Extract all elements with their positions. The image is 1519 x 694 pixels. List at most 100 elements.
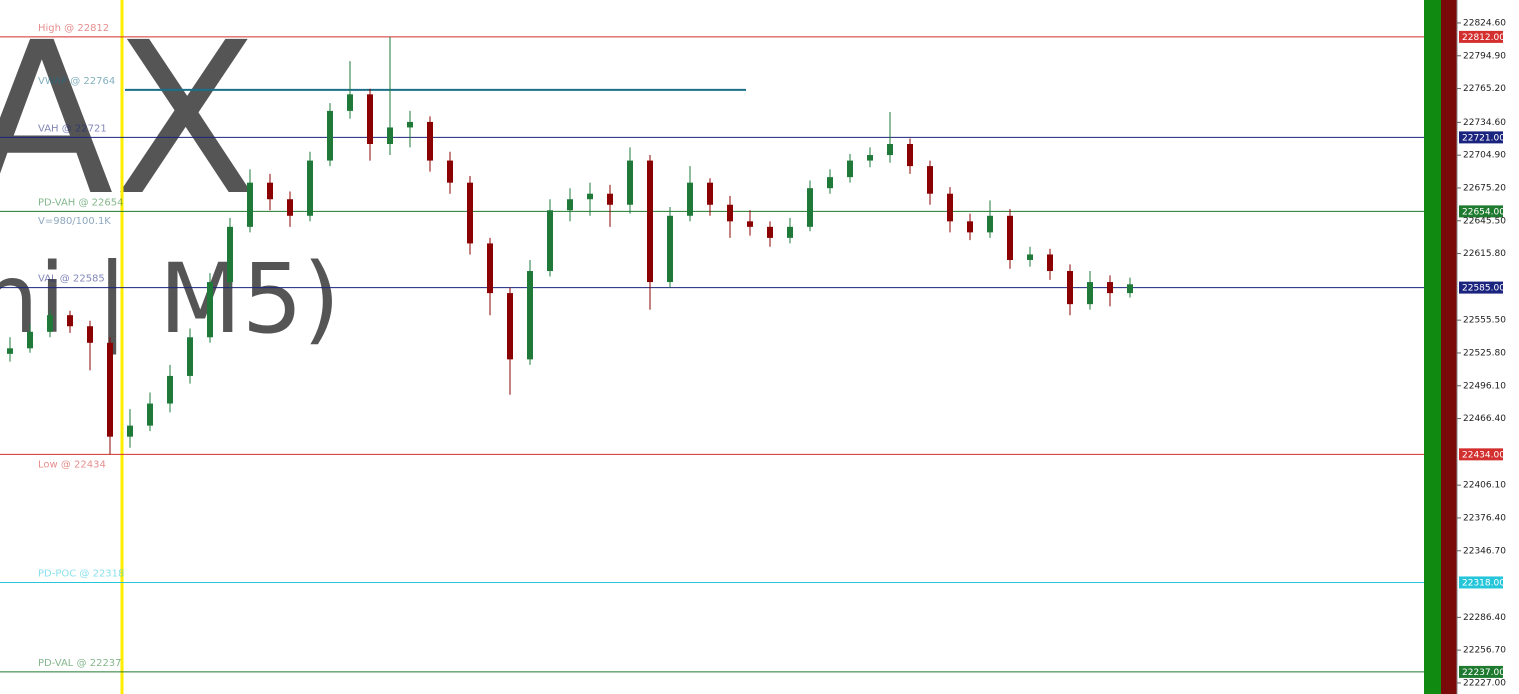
candle-body <box>727 204 733 222</box>
candle-body <box>227 226 233 283</box>
level-label: PD-POC @ 22318 <box>38 568 124 579</box>
candles <box>7 36 1133 455</box>
candle-body <box>787 226 793 238</box>
levels: High @ 22812 22812.00 VWAP @ 22764 VAH @ 22… <box>0 23 1505 678</box>
candle-body <box>147 403 153 426</box>
candle-body <box>547 210 553 272</box>
candle-body <box>627 160 633 205</box>
candle-body <box>587 193 593 200</box>
candle-body <box>947 193 953 222</box>
candle-body <box>1087 282 1093 305</box>
volume-note: V=980/100.1K <box>38 216 111 227</box>
candle-body <box>87 326 93 343</box>
candle-body <box>7 348 13 354</box>
price-tag <box>1459 30 1503 43</box>
candle-body <box>167 375 173 404</box>
y-tick-label: 22824.60 <box>1463 18 1506 28</box>
candle-body <box>467 182 473 244</box>
candle-body <box>707 182 713 205</box>
price-tag-label: 22654.00 <box>1462 207 1505 217</box>
candle-body <box>847 160 853 178</box>
candle-body <box>107 342 113 437</box>
price-tag-label: 22237.00 <box>1462 668 1505 678</box>
candle-body <box>767 226 773 238</box>
candle-body <box>827 177 833 189</box>
y-tick-label: 22615.80 <box>1463 249 1506 259</box>
level-label: PD-VAL @ 22237 <box>38 658 122 669</box>
level-label: VAL @ 22585 <box>38 274 105 285</box>
watermark: AX <box>0 0 258 242</box>
candle-body <box>327 110 333 161</box>
y-tick-label: 22406.10 <box>1463 481 1506 491</box>
candle-body <box>187 337 193 376</box>
candle-body <box>347 94 353 111</box>
candle-body <box>647 160 653 283</box>
candle-body <box>307 160 313 216</box>
candle-body <box>907 144 913 167</box>
candle-body <box>407 121 413 128</box>
candle-body <box>27 331 33 349</box>
y-tick-label: 22376.40 <box>1463 513 1506 523</box>
y-tick-label: 22227.00 <box>1463 678 1506 688</box>
candle-body <box>1067 271 1073 305</box>
price-tag-label: 22318.00 <box>1462 578 1505 588</box>
candle-body <box>667 215 673 283</box>
candle-body <box>367 94 373 145</box>
candle-body <box>487 243 493 294</box>
price-tag <box>1459 665 1503 678</box>
level-label: High @ 22812 <box>38 23 109 34</box>
price-tag-label: 22812.00 <box>1462 33 1505 43</box>
y-tick-label: 22346.70 <box>1463 546 1506 556</box>
candle-body <box>1047 254 1053 272</box>
candle-body <box>427 121 433 161</box>
price-tag-label: 22434.00 <box>1462 450 1505 460</box>
y-tick-label: 22734.60 <box>1463 118 1506 128</box>
candle-body <box>1007 215 1013 260</box>
y-tick-label: 22704.90 <box>1463 151 1506 161</box>
price-tag <box>1459 448 1503 461</box>
candle-body <box>47 315 53 332</box>
y-tick-label: 22675.20 <box>1463 183 1506 193</box>
price-tag-label: 22585.00 <box>1462 284 1505 294</box>
level-label: VAH @ 22721 <box>38 123 107 134</box>
strength-bar <box>1424 0 1441 694</box>
y-tick-label: 22645.50 <box>1463 216 1506 226</box>
candle-body <box>967 221 973 233</box>
plot-area <box>0 0 1424 694</box>
price-tag-label: 22721.00 <box>1462 133 1505 143</box>
candle-body <box>927 166 933 194</box>
candle-body <box>287 199 293 216</box>
y-tick-label: 22765.20 <box>1463 84 1506 94</box>
candle-body <box>67 315 73 327</box>
price-tag <box>1459 576 1503 589</box>
candle-body <box>867 155 873 161</box>
price-axis: 22824.60 22794.90 22765.20 22734.60 22704.90… <box>1457 18 1506 688</box>
candle-body <box>207 282 213 338</box>
candle-body <box>247 182 253 227</box>
candle-body <box>887 144 893 156</box>
candle-body <box>687 182 693 216</box>
candle-body <box>1107 282 1113 294</box>
candle-body <box>747 221 753 227</box>
y-tick-label: 22466.40 <box>1463 414 1506 424</box>
candle-body <box>1127 284 1133 294</box>
candle-body <box>527 271 533 360</box>
level-label: PD-VAH @ 22654 <box>38 197 123 208</box>
level-label: Low @ 22434 <box>38 459 106 470</box>
y-tick-label: 22525.80 <box>1463 348 1506 358</box>
candle-body <box>447 160 453 183</box>
candle-body <box>807 188 813 227</box>
y-tick-label: 22256.70 <box>1463 646 1506 656</box>
candle-body <box>1027 254 1033 260</box>
candle-body <box>567 199 573 211</box>
candle-body <box>127 425 133 437</box>
level-label: VWAP @ 22764 <box>38 76 115 87</box>
candle-body <box>987 215 993 233</box>
candle-body <box>387 127 393 145</box>
price-tag <box>1459 281 1503 294</box>
price-tag <box>1459 131 1503 144</box>
candle-body <box>507 293 513 360</box>
y-tick-label: 22555.50 <box>1463 316 1506 326</box>
y-tick-label: 22286.40 <box>1463 613 1506 623</box>
